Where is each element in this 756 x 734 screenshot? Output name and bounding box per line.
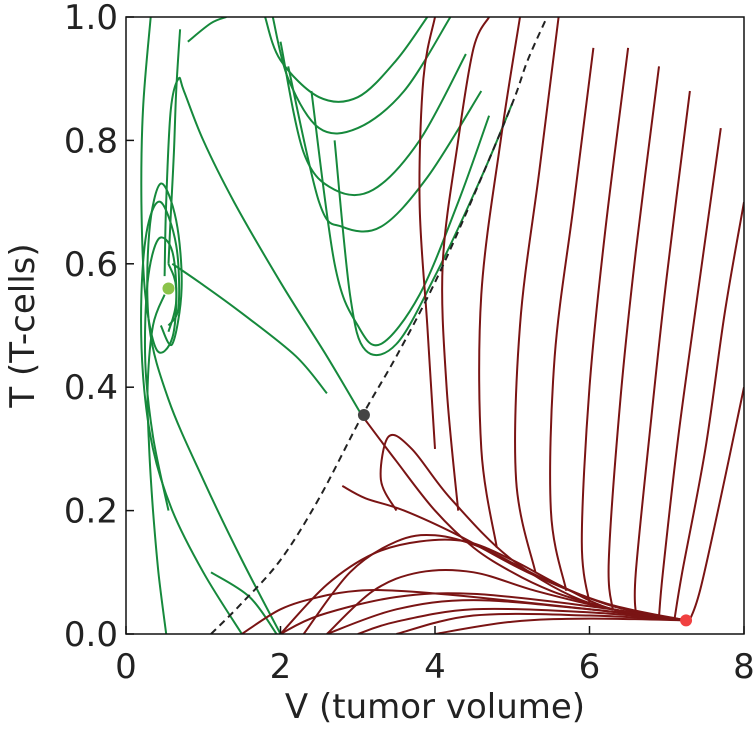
tick-layer: 0 2 4 6 8 0.0 0.2 0.4 0.6 0.8 1.0 [64, 0, 755, 687]
separatrix-line [210, 17, 548, 634]
equilibrium-healthy [162, 282, 175, 295]
green-trajectory-14 [310, 90, 491, 347]
red-trajectory-23 [607, 66, 660, 610]
red-trajectory-21 [549, 47, 595, 591]
y-tick-label-4: 0.8 [64, 121, 118, 161]
x-tick-label-2: 4 [424, 647, 446, 687]
green-trajectory-12 [279, 41, 467, 197]
y-tick-label-5: 1.0 [64, 0, 118, 38]
red-trajectory-18 [441, 17, 490, 511]
green-trajectory-4 [171, 262, 328, 395]
x-axis-label: V (tumor volume) [285, 687, 585, 727]
y-tick-label-0: 0.0 [64, 615, 118, 655]
y-axis-label: T (T-cells) [3, 243, 43, 408]
green-trajectory-6 [210, 571, 278, 634]
green-trajectory-2 [146, 182, 282, 634]
red-trajectory-24 [633, 90, 691, 614]
green-trajectory-5 [146, 294, 168, 634]
red-trajectory-22 [580, 47, 630, 604]
red-trajectory-30 [326, 599, 687, 634]
red-trajectory-32 [396, 612, 687, 634]
red-trajectory-26 [673, 201, 744, 620]
red-trajectory-20 [514, 17, 560, 573]
green-trajectory-15 [333, 103, 514, 357]
green-trajectory-9 [187, 17, 227, 43]
y-tick-label-1: 0.2 [64, 492, 118, 532]
red-trajectory-37 [379, 433, 687, 622]
red-trajectory-33 [434, 617, 687, 634]
red-trajectory-25 [658, 127, 722, 617]
x-tick-label-0: 0 [115, 647, 137, 687]
red-trajectory-17 [418, 17, 436, 449]
y-tick-label-2: 0.4 [64, 368, 118, 408]
y-tick-label-3: 0.6 [64, 245, 118, 285]
trajectory-layer [140, 17, 744, 634]
red-trajectory-19 [478, 17, 521, 548]
x-tick-label-1: 2 [270, 647, 292, 687]
green-trajectory-3 [143, 236, 178, 511]
green-trajectory-7 [167, 29, 182, 264]
green-trajectory-8 [163, 76, 363, 416]
red-trajectory-38 [341, 485, 687, 622]
plot-frame [125, 16, 745, 635]
red-trajectory-16 [360, 414, 687, 622]
red-trajectory-31 [357, 607, 687, 634]
green-trajectory-1 [140, 200, 243, 634]
x-tick-label-3: 6 [579, 647, 601, 687]
green-trajectory-10 [264, 17, 429, 103]
x-tick-label-4: 8 [733, 647, 755, 687]
equilibria-layer [162, 282, 693, 627]
equilibrium-tumor [680, 614, 693, 627]
equilibrium-saddle [357, 408, 370, 421]
separatrix-layer [210, 17, 548, 634]
red-trajectory-27 [688, 386, 744, 621]
green-trajectory-13 [287, 66, 483, 233]
